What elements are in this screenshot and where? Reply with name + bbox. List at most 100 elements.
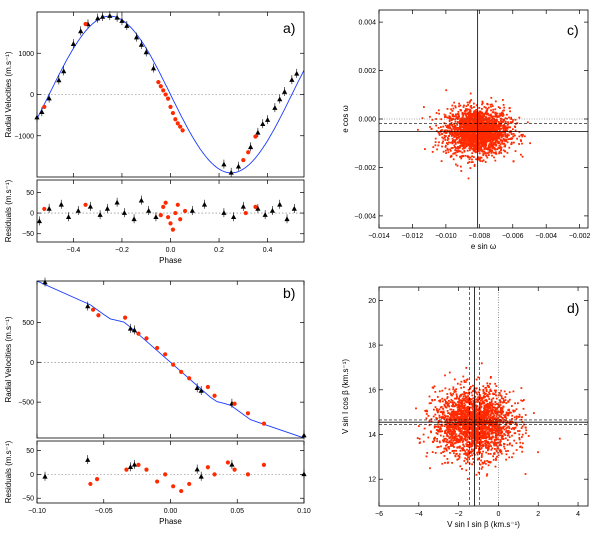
- sample-point: [503, 445, 505, 448]
- sample-point: [446, 441, 449, 444]
- sample-point: [486, 152, 489, 155]
- sample-point: [479, 438, 482, 441]
- sample-point: [438, 440, 441, 443]
- sample-point: [464, 457, 467, 460]
- y-tick-label: 50: [26, 448, 34, 455]
- sample-point: [485, 121, 487, 124]
- sample-point: [477, 376, 480, 379]
- sample-point: [459, 432, 461, 435]
- sample-point: [456, 124, 459, 126]
- sample-point: [490, 413, 492, 416]
- sample-point: [499, 450, 501, 452]
- sample-point: [454, 106, 457, 109]
- sample-point: [451, 405, 454, 408]
- sample-point: [480, 420, 483, 423]
- sample-point: [478, 123, 481, 126]
- sample-point: [481, 139, 483, 142]
- sample-point: [469, 110, 472, 113]
- sample-point: [487, 413, 490, 415]
- sample-point: [490, 438, 493, 441]
- sample-point: [498, 414, 501, 417]
- sample-point: [500, 148, 502, 151]
- sample-point: [484, 462, 487, 465]
- sample-point: [454, 139, 457, 141]
- sample-point: [480, 459, 482, 462]
- sample-point: [492, 423, 494, 426]
- sample-point: [475, 124, 477, 127]
- sample-point: [451, 125, 454, 128]
- sample-point: [523, 399, 525, 401]
- sample-point: [457, 113, 459, 115]
- sample-point: [513, 141, 515, 144]
- sample-point: [472, 400, 475, 402]
- sample-point: [446, 433, 448, 436]
- sample-point: [442, 407, 445, 410]
- sample-point: [443, 411, 445, 414]
- sample-point: [477, 411, 480, 414]
- sample-point: [461, 424, 464, 427]
- sample-point: [511, 456, 513, 459]
- sample-point: [468, 140, 470, 143]
- sample-point: [495, 119, 497, 122]
- sample-point: [484, 443, 487, 446]
- sample-point: [441, 129, 443, 131]
- y-tick-label: 0: [30, 92, 34, 99]
- sample-point: [467, 444, 470, 446]
- sample-point: [499, 143, 502, 146]
- sample-point: [462, 123, 465, 125]
- sample-point: [488, 403, 491, 405]
- sample-point: [464, 119, 466, 121]
- sample-point: [476, 453, 479, 456]
- y-tick-label: −1000: [14, 133, 34, 140]
- sample-point: [459, 401, 462, 404]
- sample-point: [472, 425, 475, 427]
- sample-point: [452, 386, 455, 389]
- sample-point: [477, 424, 479, 427]
- sample-point: [489, 382, 491, 385]
- x-tick-label: −0.008: [469, 233, 491, 240]
- sample-point: [454, 129, 456, 131]
- sample-point: [484, 399, 486, 402]
- sample-point: [472, 403, 475, 406]
- sample-point: [481, 142, 484, 144]
- y-tick-label: −0.002: [354, 165, 376, 172]
- sample-point: [506, 443, 509, 446]
- sample-point: [505, 140, 508, 143]
- sample-point: [482, 119, 484, 122]
- sample-point: [462, 409, 465, 412]
- sample-point: [442, 435, 445, 438]
- sample-point: [508, 427, 511, 430]
- sample-point: [489, 407, 492, 410]
- sample-point: [481, 135, 484, 138]
- sample-point: [462, 137, 465, 140]
- sample-point: [494, 425, 497, 427]
- sample-point: [505, 402, 508, 404]
- sample-point: [477, 471, 480, 474]
- sample-point: [476, 399, 479, 402]
- circle-marker: [168, 104, 173, 109]
- sample-point: [486, 109, 489, 111]
- sample-point: [486, 473, 489, 476]
- sample-point: [487, 146, 490, 148]
- sample-point: [500, 117, 502, 120]
- sample-point: [454, 151, 457, 154]
- sample-point: [494, 138, 497, 141]
- sample-point: [491, 154, 493, 157]
- sample-point: [474, 422, 477, 425]
- sample-point: [468, 101, 471, 104]
- sample-point: [450, 434, 453, 437]
- sample-point: [470, 435, 473, 438]
- sample-point: [487, 117, 490, 120]
- sample-point: [504, 144, 507, 147]
- sample-point: [489, 120, 491, 123]
- sample-point: [503, 125, 505, 128]
- sample-point: [454, 115, 457, 117]
- sample-point: [450, 408, 453, 411]
- sample-point: [497, 121, 500, 123]
- sample-point: [501, 135, 504, 138]
- sample-point: [455, 113, 458, 116]
- sample-point: [451, 123, 454, 126]
- sample-point: [462, 416, 465, 418]
- sample-point: [483, 152, 485, 155]
- sample-point: [491, 447, 494, 450]
